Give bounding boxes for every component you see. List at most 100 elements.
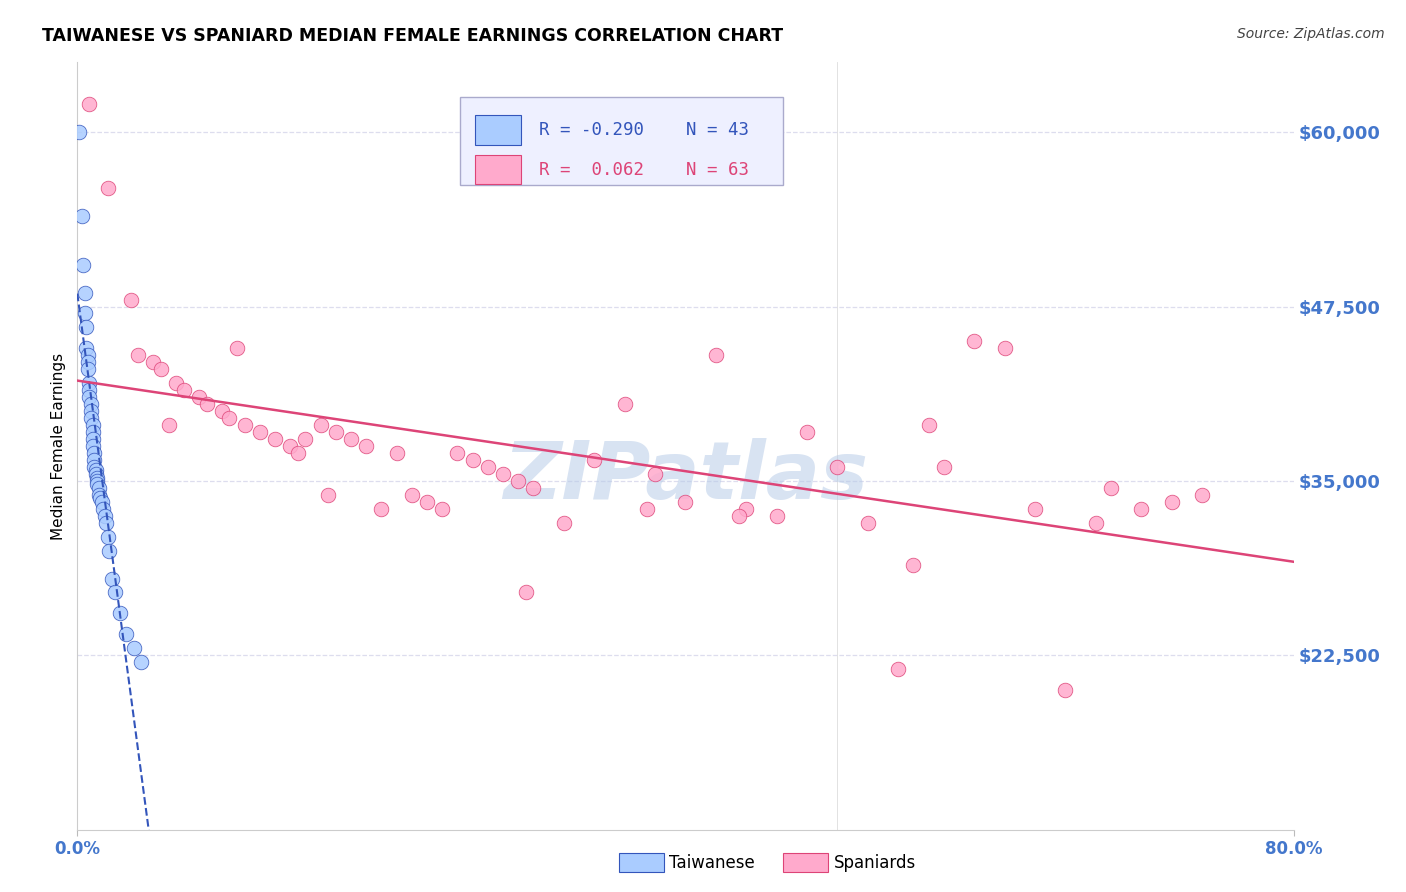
Text: R = -0.290    N = 43: R = -0.290 N = 43 [540,121,749,139]
Point [75,342,97,356]
Point [86,474,108,488]
Point [80,411,103,425]
Point [492,467,515,481]
Point [430,501,453,516]
Point [79,97,101,112]
Point [1130,501,1153,516]
Point [416,495,439,509]
Point [515,585,537,599]
Point [127,348,149,362]
FancyBboxPatch shape [475,115,522,145]
Point [82,418,104,433]
Point [90,495,112,509]
Point [79,383,101,397]
Point [796,425,818,439]
Text: ZIPatlas: ZIPatlas [503,438,868,516]
Point [918,418,941,433]
Point [70,209,93,223]
Point [93,508,115,523]
Text: R =  0.062    N = 63: R = 0.062 N = 63 [540,161,749,178]
Point [309,418,332,433]
Text: TAIWANESE VS SPANIARD MEDIAN FEMALE EARNINGS CORRELATION CHART: TAIWANESE VS SPANIARD MEDIAN FEMALE EARN… [42,27,783,45]
Point [233,418,256,433]
Point [287,446,309,460]
Point [80,397,103,411]
Point [264,432,287,446]
Point [101,572,124,586]
Point [104,585,127,599]
Point [84,467,107,481]
Point [316,488,339,502]
Point [108,607,131,621]
Point [122,641,145,656]
Y-axis label: Median Female Earnings: Median Female Earnings [51,352,66,540]
Point [385,446,408,460]
Point [84,463,107,477]
Point [72,258,94,272]
Point [340,432,363,446]
Point [96,516,118,530]
Point [704,348,727,362]
Point [522,481,544,495]
Point [86,471,108,485]
Point [91,501,114,516]
Point [727,508,749,523]
Point [903,558,925,572]
Text: Taiwanese: Taiwanese [669,854,755,871]
Point [461,453,484,467]
Point [77,355,100,369]
Point [77,362,100,376]
Point [553,516,575,530]
Point [142,355,165,369]
Point [67,125,90,139]
Point [115,627,138,641]
Point [354,439,377,453]
Point [82,425,104,439]
Point [325,425,347,439]
Point [82,432,104,446]
Point [1161,495,1184,509]
Point [87,488,110,502]
Point [1054,683,1077,698]
Point [1191,488,1213,502]
Point [129,655,152,669]
Point [446,446,468,460]
Point [97,181,120,195]
Point [636,501,658,516]
Point [765,508,787,523]
Point [73,285,96,300]
Point [77,348,100,362]
Point [613,397,636,411]
Point [1024,501,1046,516]
Point [856,516,879,530]
Point [173,383,195,397]
Point [83,453,105,467]
Point [89,491,111,505]
Point [75,320,97,334]
Text: Spaniards: Spaniards [834,854,915,871]
Point [226,342,249,356]
Point [83,459,105,474]
Point [735,501,758,516]
Point [675,495,697,509]
Point [218,411,240,425]
Point [294,432,316,446]
Point [508,474,530,488]
Point [83,446,105,460]
Point [887,662,910,676]
Point [963,334,986,349]
Point [583,453,606,467]
Point [157,418,180,433]
Point [1084,516,1107,530]
Point [370,501,392,516]
Point [79,390,101,404]
Point [149,362,172,376]
Point [98,543,121,558]
Point [477,459,499,474]
Point [827,459,849,474]
Point [86,476,108,491]
Point [97,530,120,544]
Point [401,488,423,502]
Point [73,306,96,320]
Point [249,425,271,439]
